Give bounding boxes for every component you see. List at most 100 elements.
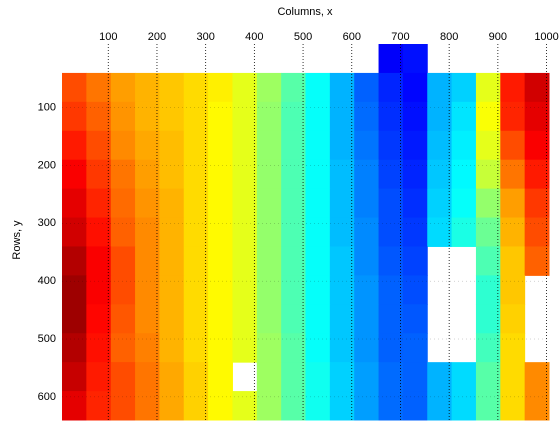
x-tick-label: 1000 bbox=[534, 31, 558, 43]
heatmap-cell bbox=[500, 102, 525, 131]
heatmap-cell bbox=[403, 304, 428, 333]
heatmap-cell bbox=[111, 131, 136, 160]
heatmap-cell bbox=[135, 246, 160, 275]
heatmap-cell bbox=[111, 246, 136, 275]
heatmap-cell bbox=[232, 246, 257, 275]
heatmap-cell bbox=[257, 189, 282, 218]
heatmap-cell bbox=[281, 362, 306, 391]
heatmap-cell bbox=[476, 333, 501, 362]
heatmap-cell bbox=[257, 218, 282, 247]
heatmap-cell bbox=[306, 131, 331, 160]
heatmap-cell bbox=[232, 391, 257, 420]
heatmap-cell bbox=[427, 391, 452, 420]
heatmap-cell bbox=[208, 391, 233, 420]
heatmap-cell bbox=[232, 304, 257, 333]
heatmap-cell bbox=[452, 362, 477, 391]
heatmap-cell bbox=[403, 189, 428, 218]
x-tick-label: 800 bbox=[440, 31, 458, 43]
heatmap-cell bbox=[476, 304, 501, 333]
heatmap-cell bbox=[111, 391, 136, 420]
heatmap-cell bbox=[281, 246, 306, 275]
heatmap-cell bbox=[62, 102, 87, 131]
heatmap-cell bbox=[281, 304, 306, 333]
heatmap-cell bbox=[500, 189, 525, 218]
heatmap-cell bbox=[208, 275, 233, 304]
heatmap-cell bbox=[208, 333, 233, 362]
heatmap-cell bbox=[281, 275, 306, 304]
heatmap-cell bbox=[452, 391, 477, 420]
heatmap-cell bbox=[379, 246, 404, 275]
heatmap-cell bbox=[476, 246, 501, 275]
x-axis-label: Columns, x bbox=[277, 6, 333, 18]
heatmap-cell bbox=[354, 218, 379, 247]
x-tick-label: 200 bbox=[148, 31, 166, 43]
heatmap-cell bbox=[427, 362, 452, 391]
heatmap-cell bbox=[500, 131, 525, 160]
heatmap-cell bbox=[111, 102, 136, 131]
heatmap-cell bbox=[257, 275, 282, 304]
heatmap-cell bbox=[281, 189, 306, 218]
heatmap-cell bbox=[403, 73, 428, 102]
heatmap-cell bbox=[86, 391, 111, 420]
y-tick-label: 600 bbox=[38, 391, 56, 403]
heatmap-cell bbox=[354, 333, 379, 362]
heatmap-cell bbox=[86, 304, 111, 333]
heatmap-cell bbox=[281, 333, 306, 362]
heatmap-cell bbox=[379, 73, 404, 102]
heatmap-cell bbox=[159, 218, 184, 247]
heatmap-cell bbox=[379, 333, 404, 362]
heatmap-cell bbox=[281, 131, 306, 160]
heatmap-cell bbox=[354, 73, 379, 102]
heatmap-cell bbox=[208, 131, 233, 160]
heatmap-cell bbox=[257, 102, 282, 131]
heatmap-cell bbox=[111, 218, 136, 247]
heatmap-cell bbox=[281, 102, 306, 131]
heatmap-cell bbox=[403, 102, 428, 131]
heatmap-cell bbox=[232, 333, 257, 362]
heatmap-cell bbox=[257, 73, 282, 102]
heatmap-cell bbox=[476, 189, 501, 218]
heatmap-cell bbox=[208, 304, 233, 333]
heatmap-cell bbox=[159, 131, 184, 160]
heatmap-cell bbox=[306, 246, 331, 275]
heatmap-cell bbox=[476, 160, 501, 189]
heatmap-cell bbox=[306, 218, 331, 247]
x-tick-label: 700 bbox=[391, 31, 409, 43]
heatmap-cell bbox=[184, 131, 209, 160]
heatmap-cell bbox=[354, 131, 379, 160]
heatmap-cell bbox=[306, 189, 331, 218]
heatmap-cell bbox=[257, 391, 282, 420]
heatmap-cell bbox=[257, 333, 282, 362]
heatmap-cell bbox=[232, 131, 257, 160]
heatmap-cell bbox=[452, 131, 477, 160]
heatmap-cell bbox=[281, 73, 306, 102]
heatmap-cell bbox=[379, 189, 404, 218]
heatmap-cell bbox=[135, 131, 160, 160]
heatmap-cell bbox=[354, 246, 379, 275]
heatmap-cell bbox=[500, 73, 525, 102]
heatmap-cell bbox=[403, 391, 428, 420]
heatmap-cell bbox=[427, 160, 452, 189]
heatmap-cell bbox=[330, 102, 355, 131]
heatmap-cell bbox=[330, 246, 355, 275]
heatmap-cell bbox=[86, 246, 111, 275]
heatmap-cell bbox=[403, 275, 428, 304]
x-tick-label: 500 bbox=[294, 31, 312, 43]
heatmap-cell bbox=[379, 131, 404, 160]
heatmap-cell bbox=[403, 333, 428, 362]
heatmap-cell bbox=[476, 102, 501, 131]
x-tick-label: 600 bbox=[343, 31, 361, 43]
heatmap-cell bbox=[184, 246, 209, 275]
heatmap-cell bbox=[159, 362, 184, 391]
heatmap-cell bbox=[86, 102, 111, 131]
heatmap-cell bbox=[525, 218, 550, 247]
heatmap-cell bbox=[403, 246, 428, 275]
y-tick-label: 100 bbox=[38, 102, 56, 114]
heatmap-cell bbox=[330, 391, 355, 420]
heatmap-cell bbox=[62, 246, 87, 275]
y-axis-label: Rows, y bbox=[11, 220, 23, 260]
heatmap-cell bbox=[379, 275, 404, 304]
heatmap-cell bbox=[427, 189, 452, 218]
heatmap-cell bbox=[86, 131, 111, 160]
heatmap-cell bbox=[86, 160, 111, 189]
